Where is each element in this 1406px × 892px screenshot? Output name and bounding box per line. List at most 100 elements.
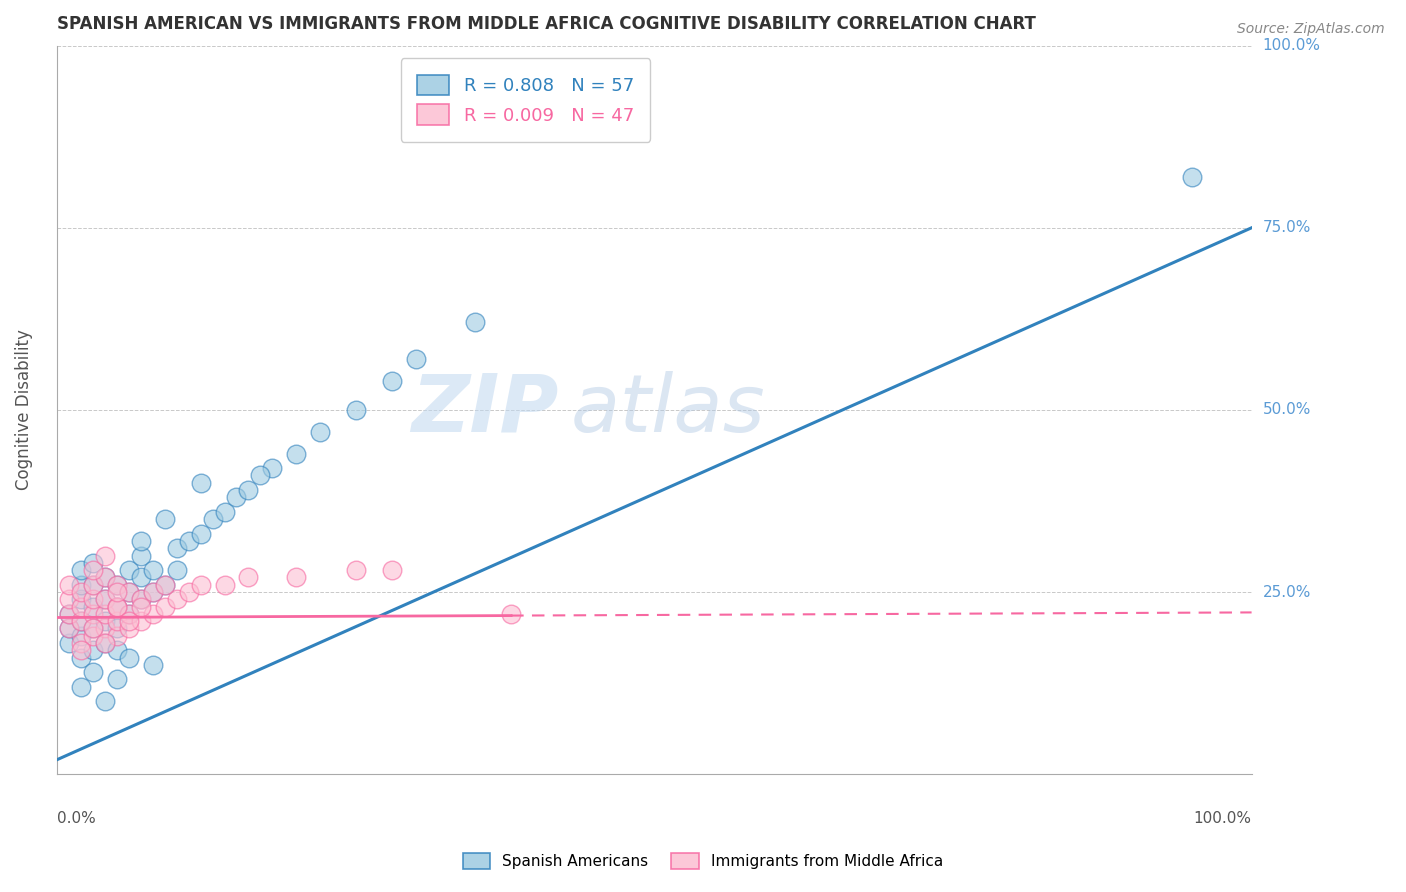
Point xyxy=(344,403,367,417)
Point xyxy=(105,599,128,614)
Point xyxy=(82,643,104,657)
Point xyxy=(177,534,200,549)
Point xyxy=(105,643,128,657)
Point xyxy=(153,599,176,614)
Point xyxy=(58,578,80,592)
Point xyxy=(381,563,404,577)
Point xyxy=(142,585,165,599)
Point xyxy=(285,570,308,584)
Point xyxy=(70,614,93,628)
Point xyxy=(118,650,141,665)
Point xyxy=(142,607,165,621)
Point xyxy=(225,491,247,505)
Point xyxy=(118,607,141,621)
Point xyxy=(82,629,104,643)
Point xyxy=(153,578,176,592)
Point xyxy=(82,599,104,614)
Point xyxy=(82,592,104,607)
Point xyxy=(105,622,128,636)
Point xyxy=(94,592,117,607)
Point xyxy=(70,680,93,694)
Point xyxy=(118,607,141,621)
Point xyxy=(82,607,104,621)
Point xyxy=(58,622,80,636)
Point xyxy=(70,585,93,599)
Point xyxy=(94,570,117,584)
Point xyxy=(105,599,128,614)
Point xyxy=(70,614,93,628)
Point xyxy=(70,643,93,657)
Point xyxy=(177,585,200,599)
Point xyxy=(94,570,117,584)
Point xyxy=(105,673,128,687)
Point xyxy=(190,475,212,490)
Point xyxy=(82,622,104,636)
Point xyxy=(70,629,93,643)
Point xyxy=(249,468,271,483)
Point xyxy=(129,549,152,563)
Point xyxy=(190,578,212,592)
Point xyxy=(118,622,141,636)
Point xyxy=(105,585,128,599)
Point xyxy=(94,636,117,650)
Text: 75.0%: 75.0% xyxy=(1263,220,1310,235)
Point xyxy=(105,599,128,614)
Text: 100.0%: 100.0% xyxy=(1263,38,1320,54)
Text: SPANISH AMERICAN VS IMMIGRANTS FROM MIDDLE AFRICA COGNITIVE DISABILITY CORRELATI: SPANISH AMERICAN VS IMMIGRANTS FROM MIDD… xyxy=(58,15,1036,33)
Point xyxy=(70,563,93,577)
Point xyxy=(142,585,165,599)
Point xyxy=(238,483,260,497)
Point xyxy=(201,512,224,526)
Point xyxy=(129,592,152,607)
Point xyxy=(58,622,80,636)
Point xyxy=(405,351,427,366)
Text: 100.0%: 100.0% xyxy=(1194,811,1251,826)
Point xyxy=(285,447,308,461)
Point xyxy=(94,592,117,607)
Point xyxy=(94,549,117,563)
Point xyxy=(105,614,128,628)
Point xyxy=(344,563,367,577)
Point xyxy=(82,578,104,592)
Point xyxy=(142,563,165,577)
Point xyxy=(118,585,141,599)
Point xyxy=(153,578,176,592)
Point xyxy=(214,505,236,519)
Point xyxy=(166,592,188,607)
Point xyxy=(129,614,152,628)
Point xyxy=(142,657,165,672)
Point xyxy=(129,534,152,549)
Point xyxy=(238,570,260,584)
Text: atlas: atlas xyxy=(571,371,766,449)
Point xyxy=(105,629,128,643)
Point xyxy=(166,541,188,556)
Point xyxy=(70,636,93,650)
Point xyxy=(94,636,117,650)
Point xyxy=(309,425,332,439)
Point xyxy=(94,622,117,636)
Point xyxy=(153,512,176,526)
Y-axis label: Cognitive Disability: Cognitive Disability xyxy=(15,329,32,491)
Point xyxy=(58,592,80,607)
Text: 25.0%: 25.0% xyxy=(1263,584,1310,599)
Point xyxy=(94,694,117,708)
Point xyxy=(82,665,104,680)
Point xyxy=(1181,169,1204,184)
Legend: Spanish Americans, Immigrants from Middle Africa: Spanish Americans, Immigrants from Middl… xyxy=(457,847,949,875)
Point xyxy=(58,607,80,621)
Text: 0.0%: 0.0% xyxy=(58,811,96,826)
Point xyxy=(58,636,80,650)
Point xyxy=(82,563,104,577)
Point xyxy=(129,592,152,607)
Point xyxy=(190,526,212,541)
Point xyxy=(105,578,128,592)
Point xyxy=(70,650,93,665)
Text: 50.0%: 50.0% xyxy=(1263,402,1310,417)
Point xyxy=(70,592,93,607)
Point xyxy=(501,607,523,621)
Point xyxy=(381,374,404,388)
Point xyxy=(82,622,104,636)
Point xyxy=(214,578,236,592)
Point xyxy=(118,585,141,599)
Point xyxy=(118,563,141,577)
